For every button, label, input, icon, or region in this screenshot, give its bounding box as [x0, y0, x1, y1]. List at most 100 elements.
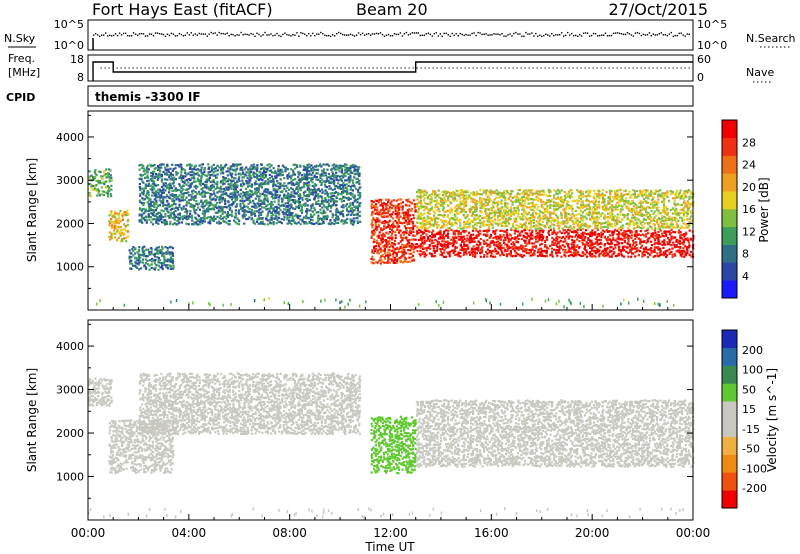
- heatmap-cell: [260, 221, 263, 224]
- heatmap-cell: [499, 229, 502, 232]
- heatmap-cell: [456, 192, 459, 195]
- heatmap-cell: [641, 252, 644, 255]
- heatmap-cell: [329, 220, 332, 223]
- sky-noise-point: [254, 35, 256, 37]
- heatmap-cell: [171, 163, 174, 166]
- heatmap-cell: [133, 252, 137, 255]
- heatmap-cell: [668, 233, 671, 236]
- heatmap-cell: [686, 239, 689, 242]
- heatmap-cell: [682, 241, 685, 244]
- cpid-panel: CPID themis -3300 IF: [6, 85, 694, 107]
- heatmap-cell: [189, 203, 192, 206]
- heatmap-cell: [219, 207, 222, 210]
- heatmap-cell: [388, 236, 391, 239]
- heatmap-cell: [497, 237, 500, 240]
- heatmap-cell: [418, 215, 421, 218]
- heatmap-cell: [116, 238, 119, 242]
- heatmap-cell: [475, 236, 478, 239]
- heatmap-cell: [264, 175, 267, 178]
- heatmap-cell: [679, 237, 682, 240]
- heatmap-cell: [452, 199, 455, 202]
- heatmap-cell: [610, 241, 613, 244]
- heatmap-cell: [336, 193, 340, 196]
- heatmap-cell: [497, 215, 500, 218]
- heatmap-cell: [442, 237, 445, 240]
- heatmap-cell: [167, 211, 170, 214]
- heatmap-cell: [399, 240, 402, 243]
- heatmap-cell: [585, 249, 588, 252]
- heatmap-cell: [434, 206, 437, 209]
- heatmap-cell: [428, 216, 431, 219]
- heatmap-cell: [510, 211, 513, 214]
- heatmap-cell: [505, 255, 509, 258]
- heatmap-cell: [160, 194, 163, 197]
- heatmap-cell: [308, 209, 311, 212]
- heatmap-cell: [112, 225, 115, 228]
- heatmap-cell: [239, 184, 243, 187]
- sky-noise-point: [604, 32, 607, 34]
- heatmap-cell: [567, 246, 570, 249]
- heatmap-cell: [315, 211, 318, 214]
- heatmap-cell: [320, 182, 323, 185]
- sky-noise-point: [150, 33, 153, 35]
- heatmap-cell: [171, 189, 174, 193]
- heatmap-cell: [335, 218, 338, 221]
- heatmap-cell: [141, 208, 144, 211]
- heatmap-cell: [160, 163, 164, 166]
- heatmap-cell: [463, 251, 466, 254]
- heatmap-cell: [141, 187, 144, 190]
- heatmap-cell: [480, 251, 483, 254]
- heatmap-cell: [394, 210, 397, 213]
- heatmap-cell: [344, 166, 347, 169]
- heatmap-cell: [441, 225, 444, 228]
- heatmap-cell: [394, 236, 397, 240]
- heatmap-cell: [528, 229, 531, 232]
- heatmap-cell: [197, 215, 201, 218]
- heatmap-cell: [634, 237, 637, 240]
- heatmap-cell: [422, 195, 425, 198]
- heatmap-cell: [144, 187, 147, 190]
- heatmap-cell: [434, 254, 437, 258]
- heatmap-cell: [303, 182, 306, 185]
- heatmap-cell: [454, 245, 457, 249]
- heatmap-cell: [401, 222, 404, 225]
- heatmap-cell: [680, 255, 683, 258]
- cpid-label: CPID: [6, 91, 35, 104]
- heatmap-cell: [160, 201, 163, 204]
- heatmap-cell: [106, 192, 109, 195]
- heatmap-cell: [204, 195, 207, 198]
- heatmap-cell: [533, 245, 536, 248]
- heatmap-cell: [180, 166, 183, 169]
- heatmap-cell: [358, 166, 361, 169]
- heatmap-cell: [373, 247, 376, 250]
- heatmap-cell: [162, 189, 165, 192]
- heatmap-cell: [152, 253, 155, 256]
- heatmap-cell: [342, 199, 345, 202]
- heatmap-cell: [605, 254, 608, 257]
- heatmap-cell: [401, 252, 404, 255]
- heatmap-cell: [121, 216, 124, 219]
- heatmap-cell: [263, 176, 266, 179]
- heatmap-cell: [594, 251, 597, 254]
- heatmap-cell: [385, 220, 388, 224]
- heatmap-cell: [161, 250, 164, 253]
- heatmap-cell: [286, 205, 289, 208]
- heatmap-cell: [522, 245, 525, 248]
- heatmap-cell: [466, 196, 469, 199]
- heatmap-cell: [504, 243, 507, 246]
- heatmap-cell: [419, 202, 422, 205]
- heatmap-cell: [144, 176, 147, 179]
- heatmap-cell: [293, 195, 296, 198]
- heatmap-cell: [387, 248, 390, 251]
- heatmap-cell: [288, 197, 291, 200]
- heatmap-cell: [681, 241, 684, 245]
- heatmap-cell: [571, 246, 574, 249]
- heatmap-cell: [215, 221, 219, 224]
- heatmap-cell: [178, 194, 181, 197]
- heatmap-cell: [455, 229, 458, 232]
- heatmap-cell: [356, 214, 359, 217]
- heatmap-cell: [377, 242, 380, 245]
- heatmap-cell: [486, 229, 489, 232]
- heatmap-cell: [299, 193, 302, 196]
- heatmap-cell: [189, 171, 192, 174]
